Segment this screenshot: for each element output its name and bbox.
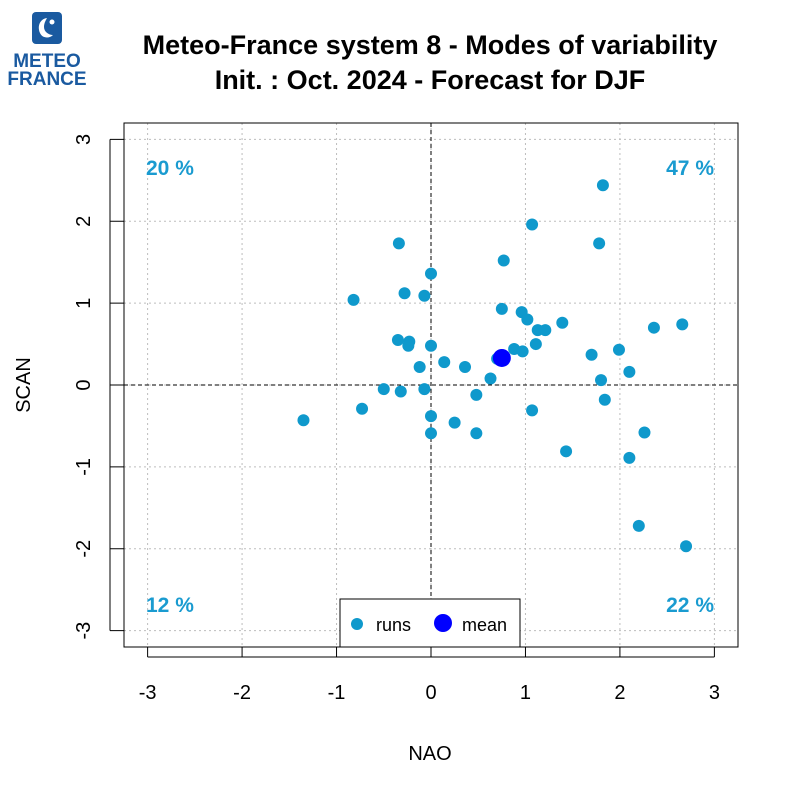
logo-line2: FRANCE xyxy=(7,69,86,90)
run-point xyxy=(448,416,461,429)
run-point xyxy=(402,339,415,352)
legend: runs mean xyxy=(339,598,521,648)
logo-emblem-icon xyxy=(32,12,62,44)
quadrant-top-left: 20 % xyxy=(146,157,194,180)
x-axis: -3 -2 -1 0 1 2 3 xyxy=(139,647,720,704)
run-point xyxy=(596,179,609,192)
x-axis-label: NAO xyxy=(408,743,451,765)
run-point xyxy=(632,519,645,532)
x-tick-label: 3 xyxy=(709,682,720,704)
run-point xyxy=(585,348,598,361)
run-point xyxy=(459,360,472,373)
run-point xyxy=(623,365,636,378)
y-tick-label: -3 xyxy=(73,622,95,640)
x-tick-label: 2 xyxy=(614,682,625,704)
run-point xyxy=(612,343,625,356)
run-point xyxy=(470,427,483,440)
run-point xyxy=(623,451,636,464)
logo-swirl-icon xyxy=(38,18,53,38)
x-tick-label: 1 xyxy=(520,682,531,704)
run-point xyxy=(595,374,608,387)
run-point xyxy=(347,293,360,306)
y-tick-label: -2 xyxy=(73,540,95,558)
run-point xyxy=(425,339,437,352)
y-tick-label: 1 xyxy=(73,298,95,309)
run-point xyxy=(497,254,510,267)
run-point xyxy=(425,267,437,280)
run-point xyxy=(560,445,573,458)
y-tick-label: 0 xyxy=(73,379,95,390)
y-axis-label: SCAN xyxy=(13,357,35,413)
run-point xyxy=(425,427,437,440)
run-point xyxy=(676,318,689,331)
logo-line1: METEO xyxy=(13,51,81,72)
run-point xyxy=(391,333,404,346)
data-points xyxy=(297,179,693,553)
legend-box xyxy=(339,598,521,648)
chart-subtitle: Init. : Oct. 2024 - Forecast for DJF xyxy=(215,65,646,95)
x-tick-label: -2 xyxy=(233,682,251,704)
run-point xyxy=(647,321,660,334)
run-point xyxy=(484,372,497,385)
run-point xyxy=(394,385,407,398)
run-point xyxy=(598,393,611,406)
run-point xyxy=(398,287,411,300)
run-point xyxy=(413,360,426,373)
x-tick-label: -1 xyxy=(328,682,346,704)
run-point xyxy=(297,414,310,427)
run-point xyxy=(418,383,431,396)
y-tick-label: 2 xyxy=(73,216,95,227)
run-point xyxy=(529,338,542,351)
run-point xyxy=(638,426,651,439)
x-tick-label: 0 xyxy=(425,682,436,704)
zero-lines xyxy=(124,123,738,647)
run-point xyxy=(526,404,539,417)
y-tick-label: -1 xyxy=(73,458,95,476)
run-point xyxy=(438,356,451,369)
run-point xyxy=(470,388,483,401)
run-point xyxy=(392,237,405,250)
run-point xyxy=(521,313,534,326)
legend-runs-marker xyxy=(351,618,363,630)
y-axis: -3 -2 -1 0 1 2 3 xyxy=(73,134,124,640)
run-point xyxy=(418,289,431,302)
run-point xyxy=(556,316,569,329)
chart-title: Meteo-France system 8 - Modes of variabi… xyxy=(143,30,718,60)
mean-point xyxy=(492,348,511,367)
x-tick-label: -3 xyxy=(139,682,157,704)
quadrant-bottom-left: 12 % xyxy=(146,594,194,617)
meteo-france-logo: METEO FRANCE xyxy=(7,12,87,90)
run-point xyxy=(516,345,529,358)
run-point xyxy=(495,302,508,315)
run-point xyxy=(377,383,390,396)
run-point xyxy=(526,218,539,231)
legend-runs-label: runs xyxy=(376,615,411,635)
run-point xyxy=(593,237,606,250)
run-point xyxy=(425,410,437,423)
quadrant-top-right: 47 % xyxy=(666,157,714,180)
run-point xyxy=(680,540,693,553)
legend-mean-label: mean xyxy=(462,615,507,635)
run-point xyxy=(356,402,369,415)
legend-mean-marker xyxy=(434,614,452,632)
quadrant-bottom-right: 22 % xyxy=(666,594,714,617)
y-tick-label: 3 xyxy=(73,134,95,145)
run-point xyxy=(539,324,552,337)
